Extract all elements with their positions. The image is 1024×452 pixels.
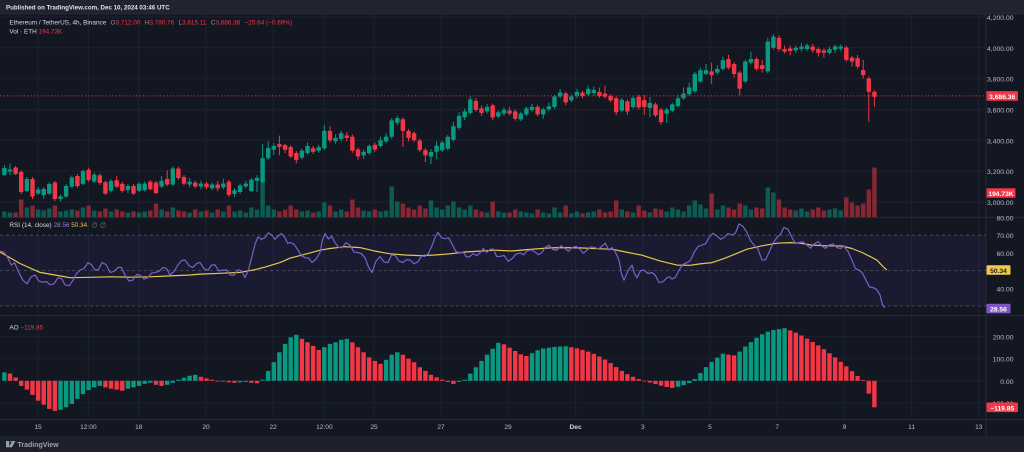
svg-text:80.00: 80.00: [996, 216, 1013, 223]
svg-text:Vol · ETH 194.73K: Vol · ETH 194.73K: [9, 29, 63, 36]
svg-text:15: 15: [34, 424, 42, 431]
svg-text:3,686.36: 3,686.36: [989, 94, 1015, 101]
svg-text:TradingView: TradingView: [18, 442, 60, 449]
svg-text:194.73K: 194.73K: [988, 191, 1013, 198]
svg-text:20: 20: [202, 424, 210, 431]
svg-text:∅: ∅: [100, 220, 106, 229]
svg-text:3: 3: [641, 424, 645, 431]
svg-text:22: 22: [270, 424, 278, 431]
svg-text:3,800.00: 3,800.00: [987, 77, 1014, 84]
svg-text:25: 25: [370, 424, 378, 431]
svg-text:7: 7: [775, 424, 779, 431]
svg-text:3,400.00: 3,400.00: [987, 138, 1014, 145]
svg-text:50.34: 50.34: [990, 268, 1007, 275]
svg-text:12:00: 12:00: [80, 424, 97, 431]
svg-text:9: 9: [843, 424, 847, 431]
svg-text:5: 5: [708, 424, 712, 431]
svg-text:−119.85: −119.85: [990, 405, 1014, 412]
svg-text:4,200.00: 4,200.00: [987, 15, 1014, 22]
svg-text:200.00: 200.00: [993, 335, 1014, 342]
svg-text:0.00: 0.00: [1000, 379, 1013, 386]
svg-text:4,000.00: 4,000.00: [987, 46, 1014, 53]
svg-text:18: 18: [135, 424, 143, 431]
svg-text:3,000.00: 3,000.00: [987, 200, 1014, 207]
svg-text:∅: ∅: [92, 220, 98, 229]
svg-text:12:00: 12:00: [316, 424, 333, 431]
svg-text:Ethereum / TetherUS, 4h, Binan: Ethereum / TetherUS, 4h, Binance O3,712.…: [9, 19, 292, 26]
svg-text:13: 13: [975, 424, 983, 431]
svg-text:11: 11: [908, 424, 915, 431]
svg-text:40.00: 40.00: [996, 286, 1013, 293]
svg-text:RSI (14, close) 28.56 50.34: RSI (14, close) 28.56 50.34: [9, 222, 87, 229]
svg-text:3,200.00: 3,200.00: [987, 169, 1014, 176]
svg-text:27: 27: [437, 424, 445, 431]
svg-text:3,600.00: 3,600.00: [987, 108, 1014, 115]
svg-text:100.00: 100.00: [993, 357, 1014, 364]
svg-text:60.00: 60.00: [996, 251, 1013, 258]
svg-text:Published on TradingView.com,: Published on TradingView.com, Dec 10, 20…: [6, 5, 170, 12]
svg-text:Dec: Dec: [570, 424, 582, 431]
svg-text:AO −119.85: AO −119.85: [9, 325, 43, 332]
svg-text:28.56: 28.56: [990, 307, 1007, 314]
svg-text:70.00: 70.00: [996, 233, 1013, 240]
svg-text:29: 29: [504, 424, 512, 431]
